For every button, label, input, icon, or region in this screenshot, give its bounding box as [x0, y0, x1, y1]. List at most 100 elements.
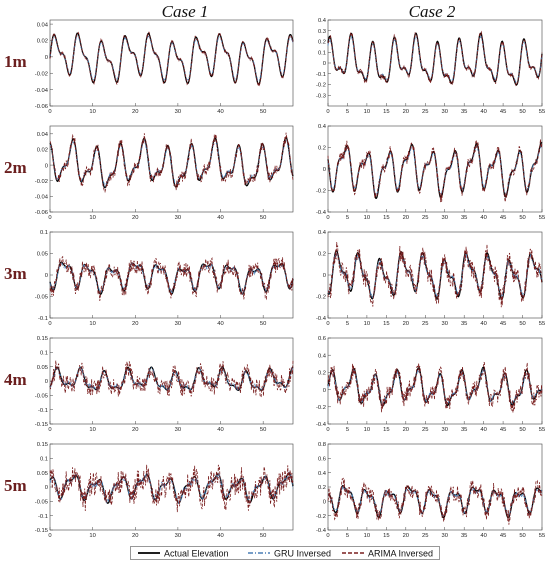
legend-actual-label: Actual Elevation: [164, 549, 229, 559]
y-tick-label: -0.1: [38, 514, 48, 520]
y-tick-label: -0.06: [35, 104, 48, 110]
series-arima-inversed: [327, 477, 543, 525]
x-tick-label: 55: [539, 215, 545, 221]
y-tick-label: 0.15: [37, 442, 48, 448]
x-tick-label: 0: [48, 427, 51, 433]
x-tick-label: 20: [403, 533, 409, 539]
series-arima-inversed: [327, 30, 543, 87]
legend-arima-label: ARIMA Inversed: [368, 549, 433, 559]
x-tick-label: 15: [383, 427, 389, 433]
legend-box: [130, 546, 440, 560]
y-tick-label: 0.2: [318, 252, 326, 258]
y-tick-label: -0.2: [316, 189, 326, 195]
row-label-4m: 4m: [4, 370, 27, 389]
x-tick-label: 25: [422, 533, 428, 539]
series-arima-inversed: [49, 31, 294, 87]
x-tick-label: 45: [500, 215, 506, 221]
x-tick-label: 10: [89, 215, 95, 221]
x-tick-label: 40: [217, 533, 223, 539]
x-tick-label: 5: [346, 427, 349, 433]
y-tick-label: -0.4: [316, 316, 327, 322]
x-tick-label: 20: [132, 215, 138, 221]
y-tick-label: 0.2: [318, 485, 326, 491]
y-tick-label: -0.1: [38, 316, 48, 322]
series-gru-inversed: [327, 251, 543, 300]
x-tick-label: 0: [326, 109, 329, 115]
series-arima-inversed: [327, 242, 543, 308]
plot-frame: [49, 231, 294, 319]
y-tick-label: -0.04: [35, 88, 49, 94]
x-tick-label: 40: [217, 321, 223, 327]
x-tick-label: 30: [175, 427, 181, 433]
x-tick-label: 50: [260, 533, 266, 539]
x-tick-label: 30: [442, 427, 448, 433]
x-tick-label: 45: [500, 321, 506, 327]
x-tick-label: 10: [364, 215, 370, 221]
plot-frame: [327, 19, 543, 107]
x-tick-label: 40: [480, 109, 486, 115]
x-tick-label: 40: [480, 215, 486, 221]
x-tick-label: 35: [461, 321, 467, 327]
y-tick-label: -0.4: [316, 210, 327, 216]
x-tick-label: 35: [461, 427, 467, 433]
x-tick-label: 10: [89, 109, 95, 115]
y-tick-label: 0.04: [37, 22, 49, 28]
x-tick-label: 50: [519, 321, 525, 327]
x-tick-label: 50: [260, 321, 266, 327]
x-tick-label: 40: [217, 427, 223, 433]
y-tick-label: 0.05: [37, 252, 48, 258]
x-tick-label: 20: [403, 215, 409, 221]
y-tick-label: -0.4: [316, 528, 327, 534]
y-tick-label: 0.1: [40, 351, 48, 357]
y-tick-label: 0.05: [37, 365, 48, 371]
x-tick-label: 20: [403, 109, 409, 115]
y-tick-label: 0.6: [318, 457, 326, 463]
x-tick-label: 10: [89, 321, 95, 327]
y-tick-label: -0.05: [35, 500, 48, 506]
y-tick-label: -0.02: [35, 71, 48, 77]
series-arima-inversed: [327, 361, 543, 413]
y-tick-label: -0.1: [38, 408, 48, 414]
legend-gru-label: GRU Inversed: [274, 549, 331, 559]
x-tick-label: 30: [175, 109, 181, 115]
x-tick-label: 30: [442, 109, 448, 115]
x-tick-label: 20: [403, 321, 409, 327]
x-tick-label: 55: [539, 109, 545, 115]
y-tick-label: 0: [45, 55, 48, 61]
x-tick-label: 30: [442, 321, 448, 327]
y-tick-label: 0.1: [40, 457, 48, 463]
x-tick-label: 30: [175, 533, 181, 539]
x-tick-label: 35: [461, 109, 467, 115]
x-tick-label: 20: [132, 427, 138, 433]
y-tick-label: 0: [323, 388, 326, 394]
series-arima-inversed: [49, 464, 294, 513]
x-tick-label: 0: [48, 321, 51, 327]
y-tick-label: -0.04: [35, 195, 49, 201]
x-tick-label: 10: [364, 321, 370, 327]
series-arima-inversed: [49, 132, 294, 193]
y-tick-label: -0.1: [316, 72, 326, 78]
y-tick-label: 0.6: [318, 336, 326, 342]
y-tick-label: 0: [45, 163, 48, 169]
column-title-case-1: Case 1: [161, 2, 209, 21]
x-tick-label: 50: [519, 109, 525, 115]
x-tick-label: 5: [346, 215, 349, 221]
y-tick-label: -0.2: [316, 405, 326, 411]
x-tick-label: 50: [260, 215, 266, 221]
x-tick-label: 30: [175, 215, 181, 221]
x-tick-label: 55: [539, 533, 545, 539]
x-tick-label: 40: [480, 321, 486, 327]
y-tick-label: 0.15: [37, 336, 48, 342]
y-tick-label: 0.04: [37, 132, 49, 138]
x-tick-label: 15: [383, 109, 389, 115]
x-tick-label: 0: [326, 321, 329, 327]
y-tick-label: 0.1: [318, 50, 326, 56]
x-tick-label: 45: [500, 533, 506, 539]
x-tick-label: 20: [132, 109, 138, 115]
y-tick-label: -0.02: [35, 179, 48, 185]
x-tick-label: 0: [48, 533, 51, 539]
y-tick-label: 0.02: [37, 148, 48, 154]
x-tick-label: 40: [480, 427, 486, 433]
y-tick-label: 0.02: [37, 39, 48, 45]
